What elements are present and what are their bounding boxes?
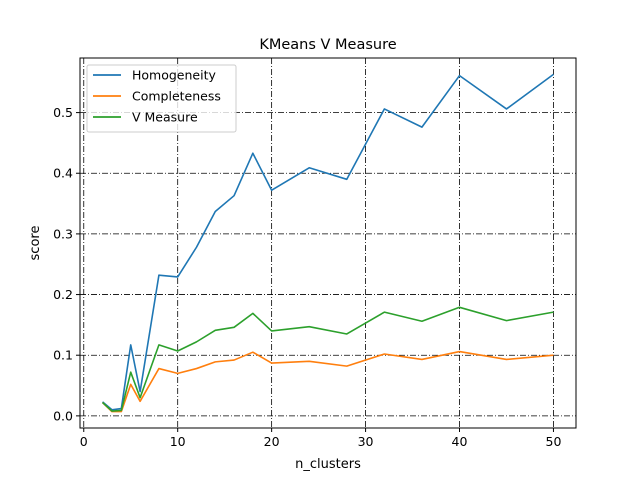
x-tick-label: 0 [80,434,88,449]
legend-label-v-measure: V Measure [132,110,198,125]
series-lines [101,73,554,413]
legend-label-completeness: Completeness [132,89,221,104]
y-axis-label: score [28,226,43,261]
y-tick-label: 0.4 [53,166,73,181]
axis-ticks: 0 10 20 30 40 50 0.0 0.1 0.2 0.3 0.4 0.5 [53,105,561,449]
legend: Homogeneity Completeness V Measure [86,64,237,133]
chart-title: KMeans V Measure [259,37,396,53]
legend-label-homogeneity: Homogeneity [132,68,216,83]
y-tick-label: 0.1 [53,348,73,363]
y-tick-label: 0.0 [53,408,73,423]
plot-frame [79,57,577,429]
series-line-v-measure [102,306,554,412]
x-axis-label: n_clusters [295,457,361,472]
series-line-completeness [101,350,554,413]
x-tick-label: 30 [358,434,374,449]
legend-box [86,64,237,133]
x-tick-label: 20 [264,434,280,449]
y-tick-label: 0.5 [53,105,73,120]
y-tick-label: 0.2 [53,287,73,302]
series-line-homogeneity [102,73,554,411]
x-tick-label: 50 [546,434,562,449]
x-tick-label: 10 [170,434,186,449]
x-tick-label: 40 [452,434,468,449]
y-tick-label: 0.3 [53,226,73,241]
